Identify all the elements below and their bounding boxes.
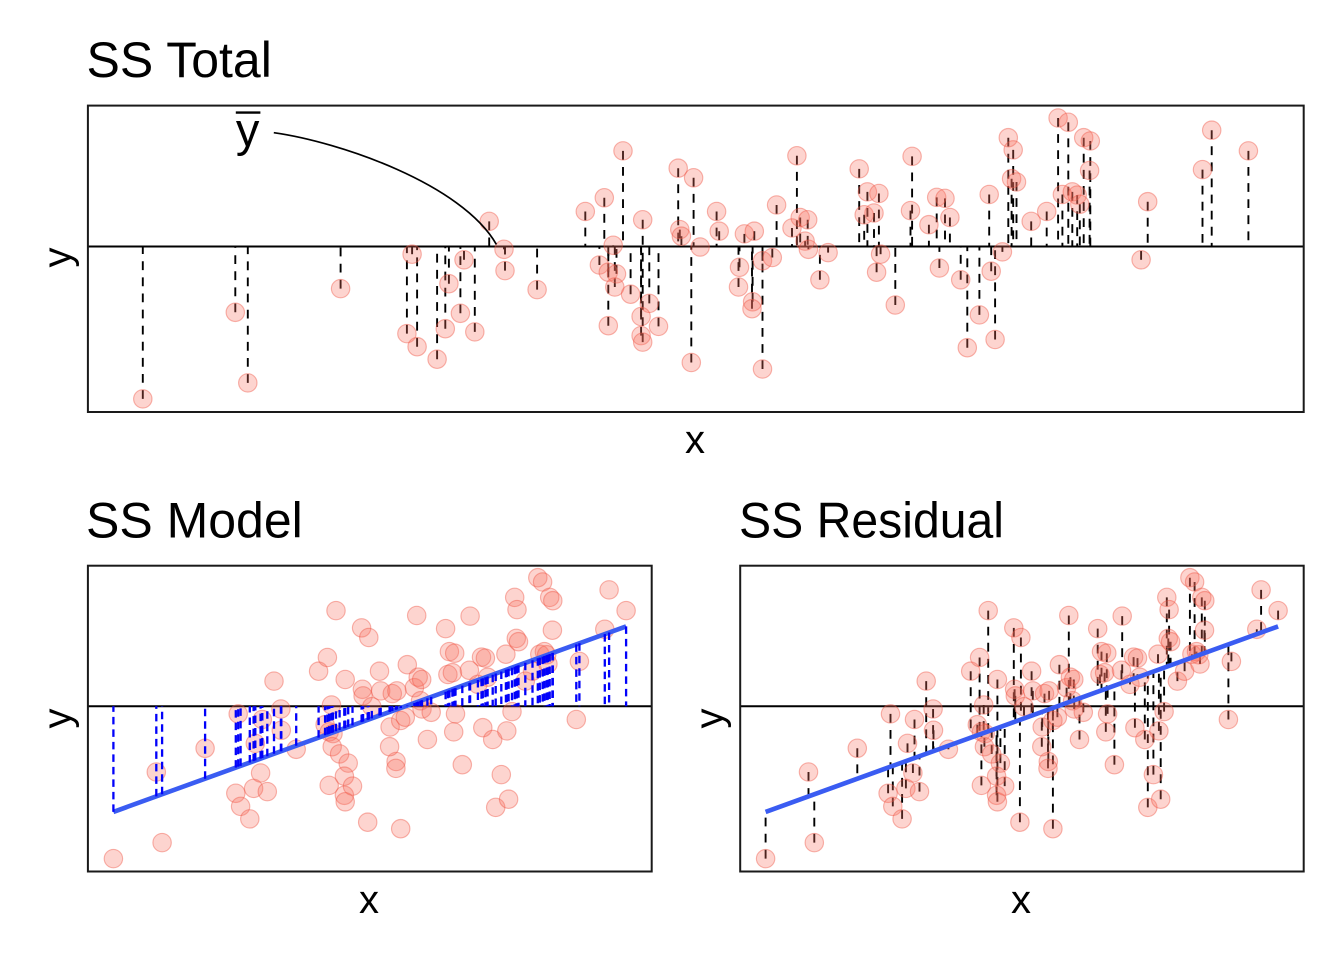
svg-text:x: x	[1011, 878, 1031, 922]
svg-text:x: x	[359, 878, 379, 922]
svg-text:SS Model: SS Model	[86, 492, 303, 548]
svg-text:y: y	[236, 103, 260, 156]
svg-text:SS Total: SS Total	[87, 32, 272, 88]
svg-text:y: y	[36, 709, 80, 729]
svg-text:y: y	[688, 709, 732, 729]
svg-text:y: y	[36, 248, 80, 268]
svg-text:x: x	[685, 418, 705, 462]
svg-text:SS Residual: SS Residual	[739, 492, 1004, 548]
